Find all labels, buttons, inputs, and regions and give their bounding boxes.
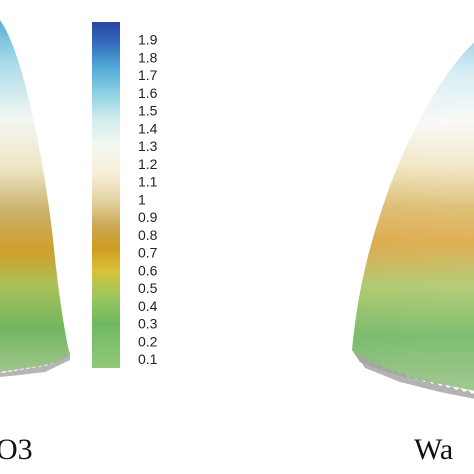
surface-right-rim xyxy=(352,348,474,399)
surface-right xyxy=(352,42,474,399)
surface-left-body xyxy=(0,20,70,372)
panel-label-right: Wa xyxy=(414,433,454,466)
colorbar-tick-label: 1 xyxy=(138,191,146,207)
colorbar-tick-label: 0.5 xyxy=(138,280,158,296)
colorbar-tick-label: 1.2 xyxy=(138,156,158,172)
surface-left xyxy=(0,20,70,377)
colorbar-tick-label: 1.6 xyxy=(138,85,158,101)
colorbar: 1.9 1.81.7 1.6 1.5 1.41.3 1.2 1.11 0.9 0.8 0.70.6… xyxy=(92,22,158,368)
surface-right-highlight xyxy=(352,42,474,391)
colorbar-tick-label: 0.7 xyxy=(138,245,158,261)
colorbar-tick-label: 1.5 xyxy=(138,103,158,119)
colorbar-tick-label: 0.6 xyxy=(138,262,158,278)
colorbar-tick-label: 1.7 xyxy=(138,67,158,83)
colorbar-ticks: 1.9 1.81.7 1.6 1.5 1.41.3 1.2 1.11 0.9 0.8 0.70.6… xyxy=(138,32,158,367)
panel-label-left: O3 xyxy=(0,433,33,466)
colorbar-tick-label: 0.3 xyxy=(138,316,158,332)
surface-left-rim xyxy=(0,352,70,377)
colorbar-tick-label: 1.4 xyxy=(138,121,158,137)
colorbar-tick-label: 0.9 xyxy=(138,209,158,225)
colorbar-tick-label: 0.8 xyxy=(138,227,158,243)
colorbar-tick-label: 0.2 xyxy=(138,333,158,349)
colorbar-tick-label: 0.4 xyxy=(138,298,158,314)
colorbar-tick-label: 1.9 xyxy=(138,32,158,48)
colorbar-ramp xyxy=(92,22,120,368)
colorbar-tick-label: 1.3 xyxy=(138,138,158,154)
colorbar-tick-label: 0.1 xyxy=(138,351,158,367)
colorbar-tick-label: 1.8 xyxy=(138,50,158,66)
colorbar-tick-label: 1.1 xyxy=(138,174,158,190)
